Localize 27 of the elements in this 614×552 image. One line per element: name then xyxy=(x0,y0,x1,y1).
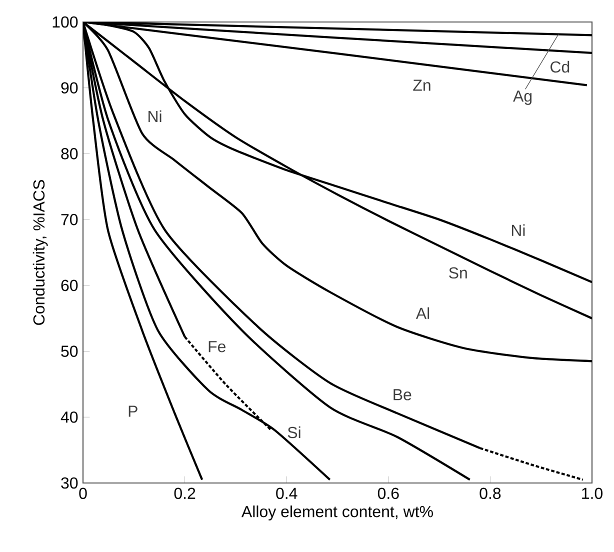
x-tick-label: 0.6 xyxy=(378,488,399,500)
y-tick-label: 90 xyxy=(61,82,78,94)
x-tick-label: 0.2 xyxy=(174,488,196,500)
series-label: Al xyxy=(416,307,430,319)
y-tick-label: 40 xyxy=(60,411,78,423)
y-tick-label: 100 xyxy=(52,16,78,28)
y-tick-label: 60 xyxy=(61,280,78,292)
y-axis-title: Conductivity, %IACS xyxy=(32,180,48,325)
y-tick-label: 80 xyxy=(61,148,78,160)
x-tick-label: 0.4 xyxy=(276,488,298,500)
x-tick-label: 0 xyxy=(79,488,87,500)
series-label: Zn xyxy=(413,80,430,91)
x-tick-label: 0.8 xyxy=(480,488,501,500)
y-tick-label: 70 xyxy=(61,214,78,226)
series-label: Sn xyxy=(449,267,467,279)
series-label: P xyxy=(128,406,138,417)
series-label: Si xyxy=(288,426,300,438)
x-axis-title: Alloy element content, wt% xyxy=(241,506,433,520)
y-tick-label: 30 xyxy=(61,477,78,489)
series-label: Fe xyxy=(208,341,226,352)
x-tick-label: 1.0 xyxy=(582,488,603,500)
annotation: Ni xyxy=(148,110,162,122)
series-label: Be xyxy=(394,389,412,400)
series-label: Cd xyxy=(550,60,570,73)
series-label: Ni xyxy=(512,224,525,236)
y-tick-label: 50 xyxy=(61,346,78,357)
text: Ag xyxy=(513,90,532,105)
